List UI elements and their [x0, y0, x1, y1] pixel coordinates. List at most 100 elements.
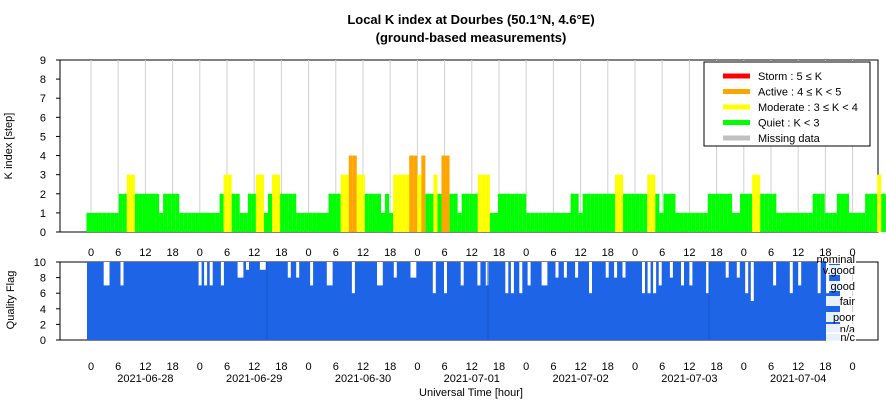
kindex-bar [385, 193, 390, 232]
kindex-bar [707, 193, 712, 232]
kindex-ytick-label: 5 [40, 131, 46, 143]
kindex-ytick-label: 2 [40, 189, 46, 201]
kindex-bar [776, 212, 781, 232]
kindex-xtick-label: 6 [659, 247, 665, 259]
kindex-bar [364, 193, 369, 232]
kindex-bar [695, 212, 700, 232]
kindex-bar [159, 212, 164, 232]
kindex-bar [118, 193, 123, 232]
kindex-bar [336, 193, 341, 232]
kindex-bar [853, 212, 858, 232]
quality-dip [653, 262, 657, 294]
kindex-bar [425, 193, 430, 232]
chart-subtitle: (ground-based measurements) [376, 30, 567, 45]
quality-dip [259, 262, 263, 270]
kindex-bar [627, 193, 632, 232]
quality-flag-label-bg [826, 265, 856, 275]
kindex-bar [844, 193, 849, 232]
kindex-bar [167, 193, 172, 232]
quality-xtick-label: 12 [248, 361, 260, 373]
kindex-xtick-label: 12 [574, 247, 586, 259]
quality-xtick-label: 6 [659, 361, 665, 373]
kindex-bar [655, 193, 660, 232]
kindex-bar [312, 212, 317, 232]
kindex-bar [457, 212, 462, 232]
quality-dip [669, 262, 673, 278]
kindex-bar [691, 212, 696, 232]
quality-ytick-label: 0 [40, 335, 46, 347]
quality-dip [444, 262, 447, 294]
kindex-bar [530, 212, 535, 232]
kindex-bar [671, 193, 676, 232]
kindex-ytick-label: 7 [40, 93, 46, 105]
kindex-bar [296, 212, 301, 232]
kindex-bar [582, 193, 587, 232]
kindex-bar [877, 174, 882, 232]
kindex-bar [606, 193, 611, 232]
quality-dip [519, 262, 523, 294]
kindex-bar [122, 193, 127, 232]
kindex-bar [195, 212, 200, 232]
kindex-bar [239, 212, 244, 232]
kindex-bar [389, 212, 394, 232]
kindex-bar [98, 212, 103, 232]
kindex-bar [679, 212, 684, 232]
kindex-bar [828, 212, 833, 232]
kindex-bar [881, 193, 886, 232]
kindex-bar [151, 193, 156, 232]
quality-dip [220, 262, 224, 286]
kindex-xtick-label: 12 [466, 247, 478, 259]
quality-dip [745, 262, 749, 294]
kindex-bar [409, 155, 414, 232]
quality-flag-label-bg [826, 296, 856, 306]
kindex-bar [804, 212, 809, 232]
quality-xtick-label: 6 [115, 361, 121, 373]
kindex-bar [171, 193, 176, 232]
kindex-bar [441, 155, 446, 232]
kindex-bar [360, 174, 365, 232]
kindex-bar [764, 193, 769, 232]
kindex-bar [199, 212, 204, 232]
kindex-bar [251, 193, 256, 232]
quality-xtick-label: 12 [139, 361, 151, 373]
quality-flag-label-bg [826, 281, 856, 291]
quality-flag-label-bg [826, 324, 856, 334]
kindex-bar [485, 174, 490, 232]
kindex-bar [437, 193, 442, 232]
kindex-bar [300, 212, 305, 232]
quality-dip [544, 262, 548, 286]
x-axis-label: Universal Time [hour] [419, 387, 523, 399]
kindex-bar [340, 174, 345, 232]
kindex-bar [280, 193, 285, 232]
kindex-bar [211, 212, 216, 232]
kindex-bar [502, 193, 507, 232]
quality-y-axis-label: Quality Flag [5, 271, 17, 330]
quality-dip [393, 262, 397, 278]
kindex-bar [514, 193, 519, 232]
kindex-bar [643, 193, 648, 232]
kindex-bar [284, 193, 289, 232]
quality-dip [329, 262, 333, 286]
quality-dip [798, 262, 802, 286]
kindex-bar [138, 193, 143, 232]
kindex-bar [231, 193, 236, 232]
kindex-bar [268, 193, 273, 232]
quality-dip [605, 262, 609, 278]
kindex-bar [687, 212, 692, 232]
kindex-bar [546, 212, 551, 232]
kindex-xtick-label: 18 [166, 247, 178, 259]
kindex-bar [110, 212, 115, 232]
kindex-bar [175, 193, 180, 232]
kindex-bar [594, 193, 599, 232]
kindex-bar [861, 212, 866, 232]
kindex-bar [808, 212, 813, 232]
quality-dip [541, 262, 545, 286]
quality-dip [658, 262, 662, 286]
quality-dip [773, 262, 777, 286]
kindex-bar [590, 193, 595, 232]
quality-dip [485, 262, 489, 286]
kindex-bar [598, 193, 603, 232]
kindex-ytick-label: 1 [40, 208, 46, 220]
kindex-xtick-label: 18 [602, 247, 614, 259]
